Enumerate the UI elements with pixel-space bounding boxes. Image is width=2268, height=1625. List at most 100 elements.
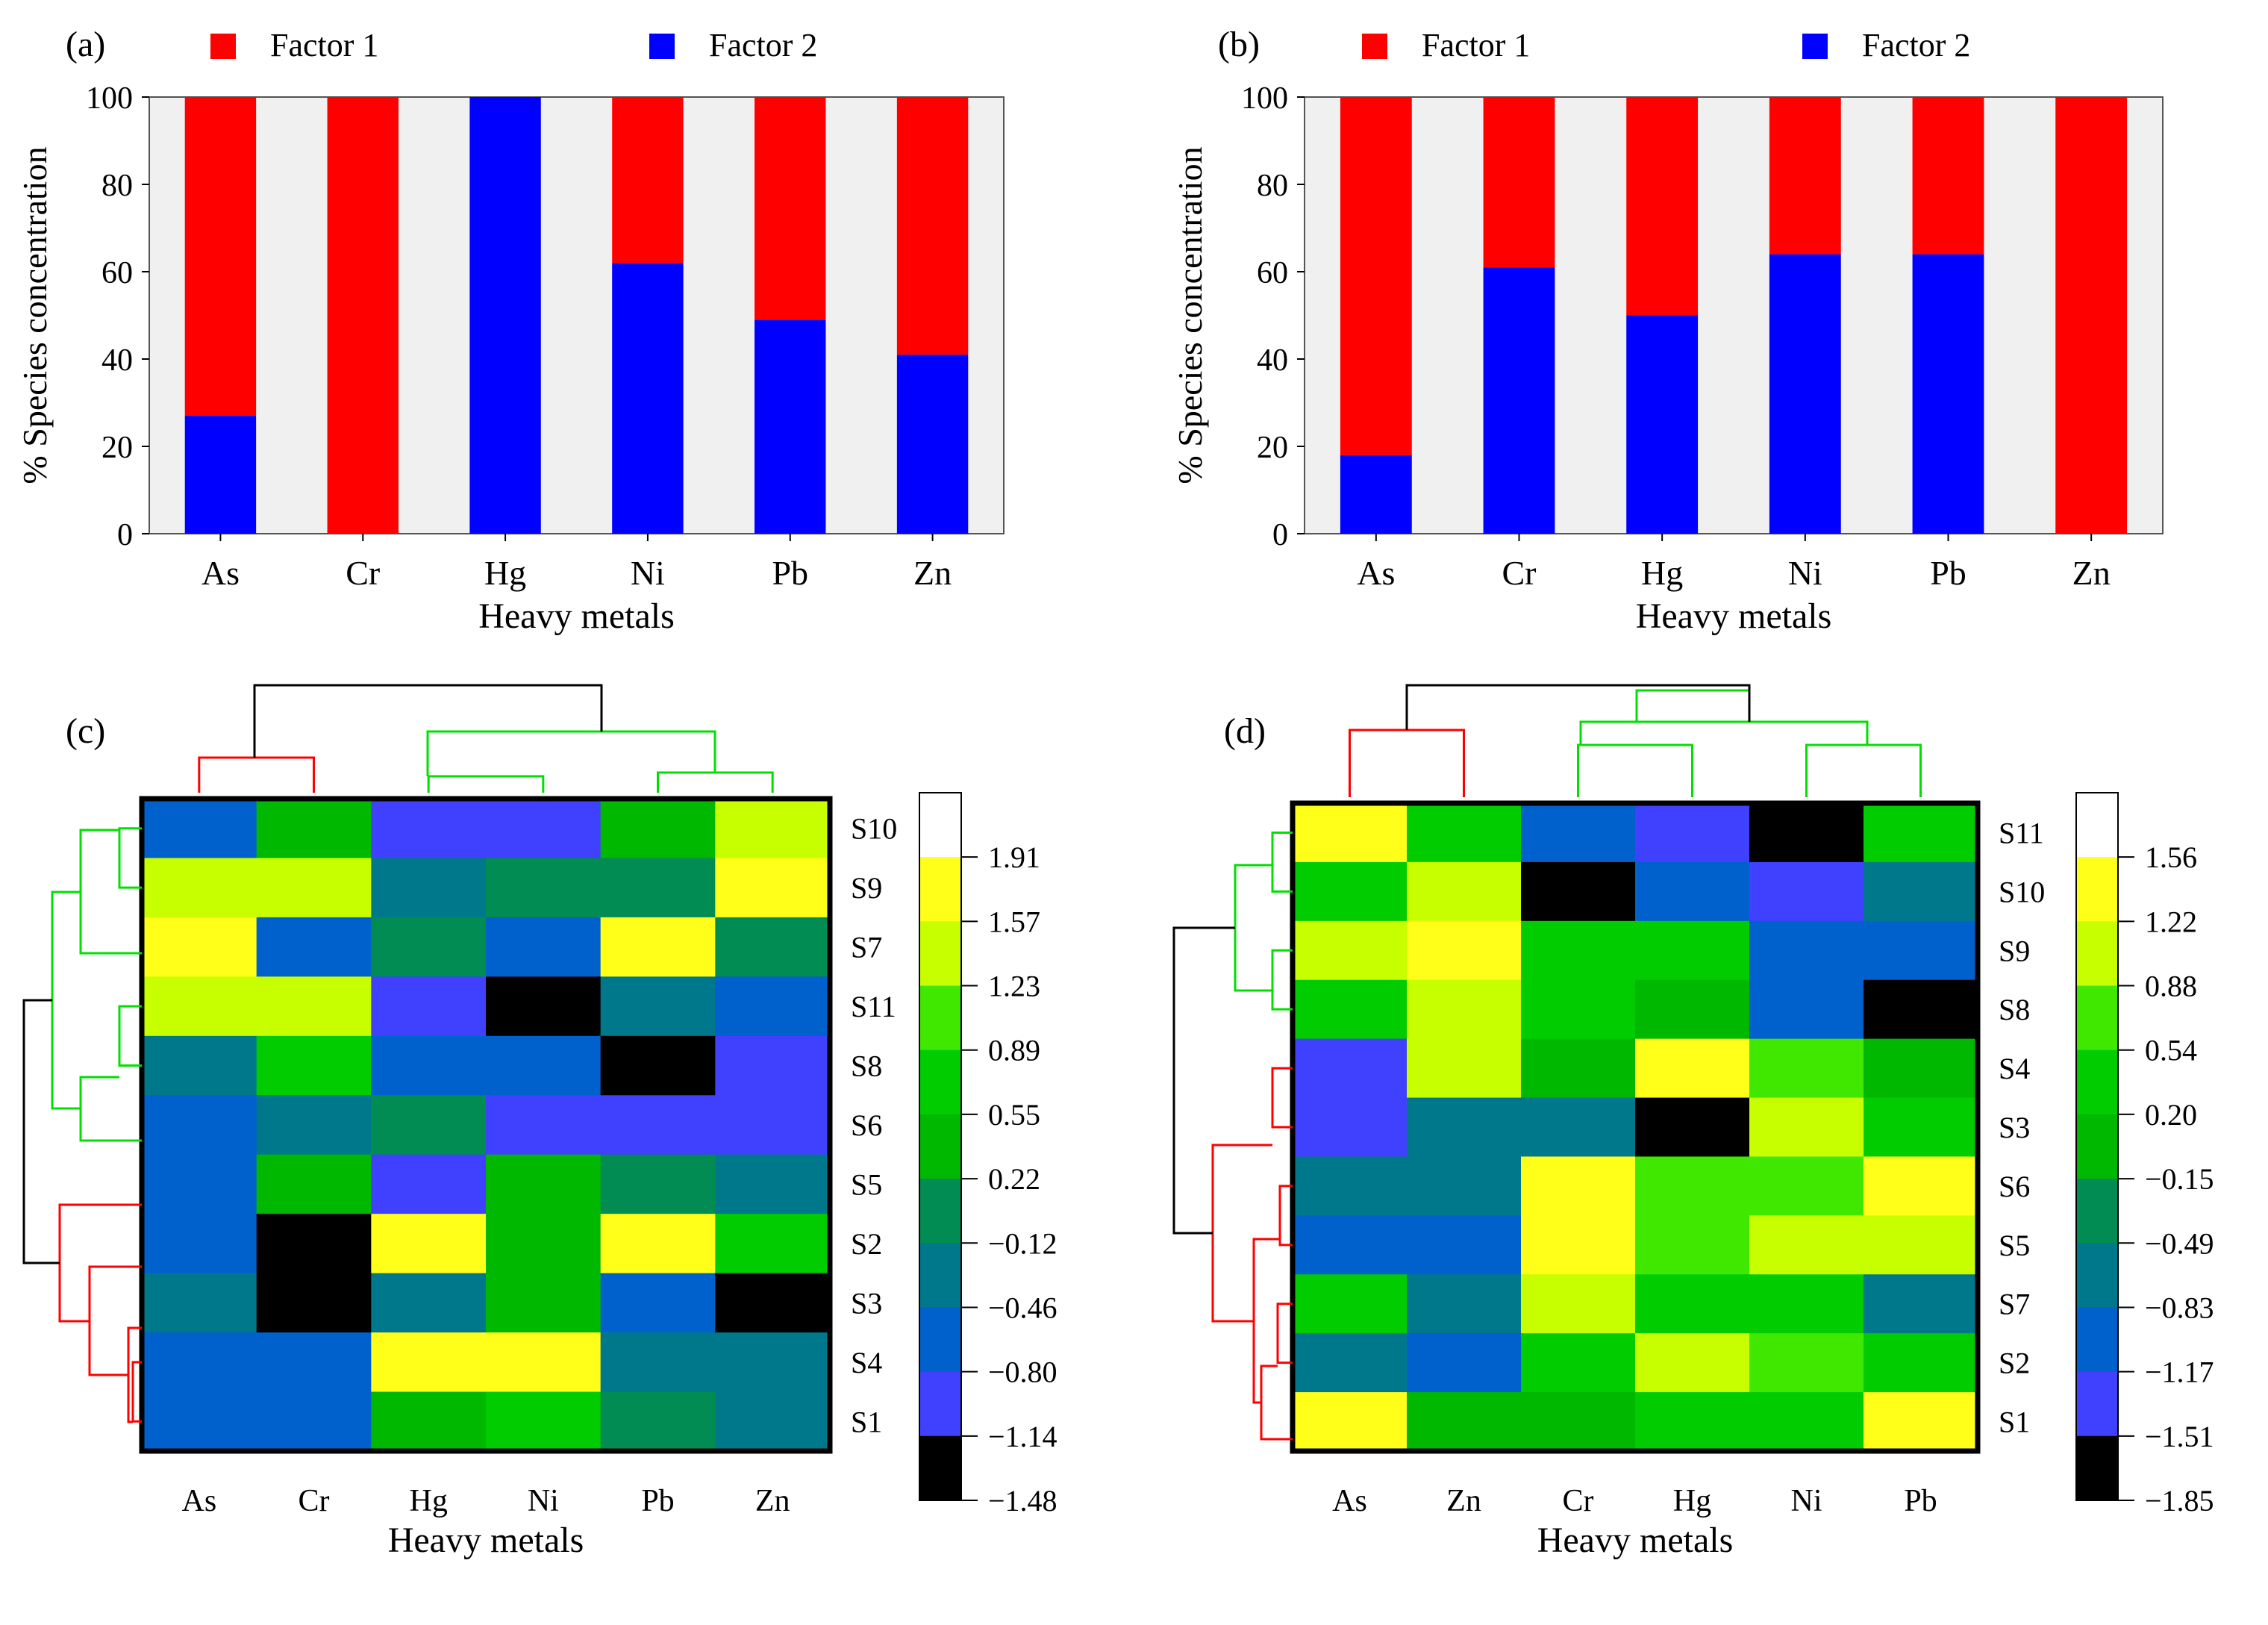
x-tick-label: Zn <box>913 554 952 592</box>
heatmap-cell-s8-as <box>1293 979 1408 1040</box>
heatmap-cell-s6-hg <box>371 1095 487 1155</box>
heatmap-cell-s5-cr <box>256 1154 372 1214</box>
heatmap-cell-s4-zn <box>715 1332 831 1393</box>
heatmap-cell-s7-ni <box>486 917 602 977</box>
heatmap-cell-s6-pb <box>600 1095 716 1155</box>
heatmap-cell-s1-pb <box>600 1391 716 1452</box>
heatmap-cell-s11-zn <box>1407 803 1522 863</box>
x-axis-title: Heavy metals <box>1636 596 1832 636</box>
column-label: Pb <box>641 1484 674 1518</box>
heatmap-cell-s3-hg <box>1635 1097 1750 1157</box>
heatmap-cell-s1-ni <box>486 1391 602 1452</box>
heatmap-frame <box>139 796 833 1454</box>
heatmap-cell-s1-ni <box>1749 1392 1864 1452</box>
heatmap-cell-s3-as <box>1293 1097 1408 1157</box>
heatmap-cell-s8-pb <box>1864 979 1978 1040</box>
x-axis-title: Heavy metals <box>1537 1520 1734 1560</box>
heatmap-cell-s9-as <box>1293 920 1408 981</box>
x-tick-label: Ni <box>1788 554 1822 592</box>
heatmap-cell-s7-cr <box>256 917 372 977</box>
heatmap-cell-s8-zn <box>715 1035 831 1096</box>
colorbar-frame <box>919 792 962 1501</box>
heatmap-cell-s6-cr <box>1521 1156 1636 1216</box>
heatmap-cell-s8-hg <box>1635 979 1750 1040</box>
legend-label-1: Factor 1 <box>1422 27 1530 63</box>
heatmap-cell-s2-ni <box>1749 1333 1864 1393</box>
legend-label-1: Factor 1 <box>270 27 378 63</box>
bar-cr-factor-1 <box>1483 97 1555 268</box>
column-label: Pb <box>1904 1484 1937 1518</box>
heatmap-cell-s10-pb <box>600 799 716 858</box>
row-dendrogram-branch <box>118 1005 142 1067</box>
heatmap-cell-s11-hg <box>1635 803 1750 863</box>
column-dendrogram-branch <box>1349 729 1465 797</box>
heatmap-cell-s5-as <box>1293 1215 1408 1275</box>
row-dendrogram-branch <box>1276 1303 1293 1364</box>
colorbar-band <box>2076 1243 2118 1308</box>
panel-label: (b) <box>1218 25 1260 64</box>
colorbar-band <box>919 1435 961 1501</box>
column-dendrogram-branch <box>198 756 315 793</box>
row-label: S3 <box>1999 1111 2030 1144</box>
heatmap-cell-s11-cr <box>256 976 372 1037</box>
row-label: S9 <box>851 871 882 905</box>
heatmap-cell-s11-as <box>1293 803 1408 863</box>
y-tick-label: 80 <box>1257 169 1288 203</box>
bar-ni-factor-1 <box>1769 97 1841 255</box>
y-tick-label: 20 <box>1257 431 1288 465</box>
x-tick-label: As <box>1357 554 1395 592</box>
colorbar-tick-label: 0.88 <box>2145 970 2197 1003</box>
heatmap-cell-s7-hg <box>1635 1274 1750 1334</box>
x-tick-label: As <box>202 554 240 592</box>
heatmap-cell-s5-cr <box>1521 1215 1636 1275</box>
bar-cr-factor-1 <box>327 97 399 534</box>
colorbar-tick-label: −0.15 <box>2145 1162 2214 1196</box>
x-tick-label: Cr <box>1502 554 1537 592</box>
colorbar-tick-label: −1.17 <box>2145 1356 2214 1389</box>
row-label: S1 <box>851 1405 882 1438</box>
colorbar-tick-label: 1.56 <box>2145 840 2197 874</box>
column-label: As <box>181 1484 216 1518</box>
heatmap-cell-s9-pb <box>1864 920 1978 981</box>
row-dendrogram-branch <box>1271 831 1293 893</box>
row-dendrogram-branch <box>88 1265 142 1376</box>
column-dendrogram-branch <box>1405 684 1751 730</box>
row-dendrogram-branch <box>1271 1067 1293 1129</box>
bar-zn-factor-1 <box>2055 97 2128 534</box>
column-label: Hg <box>409 1484 447 1518</box>
heatmap-cell-s7-pb <box>600 917 716 977</box>
y-tick-label: 0 <box>117 518 133 552</box>
colorbar-band <box>919 1049 961 1115</box>
colorbar-tick-label: −0.49 <box>2145 1226 2214 1260</box>
heatmap-cell-s2-ni <box>486 1214 602 1274</box>
heatmap-cell-s1-pb <box>1864 1392 1978 1452</box>
heatmap-cell-s5-zn <box>1407 1215 1522 1275</box>
x-tick-label: Zn <box>2072 554 2111 592</box>
heatmap-cell-s9-zn <box>1407 920 1522 981</box>
heatmap-cell-s7-ni <box>1749 1274 1864 1334</box>
legend-swatch-1 <box>1362 34 1387 59</box>
row-label: S2 <box>1999 1347 2030 1380</box>
row-dendrogram-branch <box>79 1076 142 1142</box>
heatmap-cell-s4-hg <box>371 1332 487 1393</box>
heatmap-cell-s5-hg <box>1635 1215 1750 1275</box>
row-label: S11 <box>1999 816 2044 849</box>
heatmap-cell-s10-hg <box>1635 861 1750 922</box>
heatmap-cell-s11-as <box>142 976 257 1037</box>
heatmap-cell-s9-cr <box>256 858 372 918</box>
heatmap-cell-s8-pb <box>600 1035 716 1096</box>
row-dendrogram-branch <box>1252 1238 1280 1404</box>
heatmap-cell-s2-pb <box>1864 1333 1978 1393</box>
heatmap-cell-s11-cr <box>1521 803 1636 863</box>
heatmap-cell-s1-as <box>1293 1392 1408 1452</box>
bar-as-factor-1 <box>1340 97 1412 455</box>
y-axis-title: % Species concentration <box>16 146 54 484</box>
row-label: S9 <box>1999 934 2030 967</box>
heatmap-cell-s11-hg <box>371 976 487 1037</box>
bar-ni-factor-2 <box>612 263 684 534</box>
heatmap-cell-s5-hg <box>371 1154 487 1214</box>
x-tick-label: Pb <box>772 554 808 592</box>
colorbar-tick-label: −1.14 <box>988 1420 1058 1453</box>
row-dendrogram-branch <box>1260 1364 1293 1441</box>
row-dendrogram-branch <box>1211 1144 1272 1323</box>
